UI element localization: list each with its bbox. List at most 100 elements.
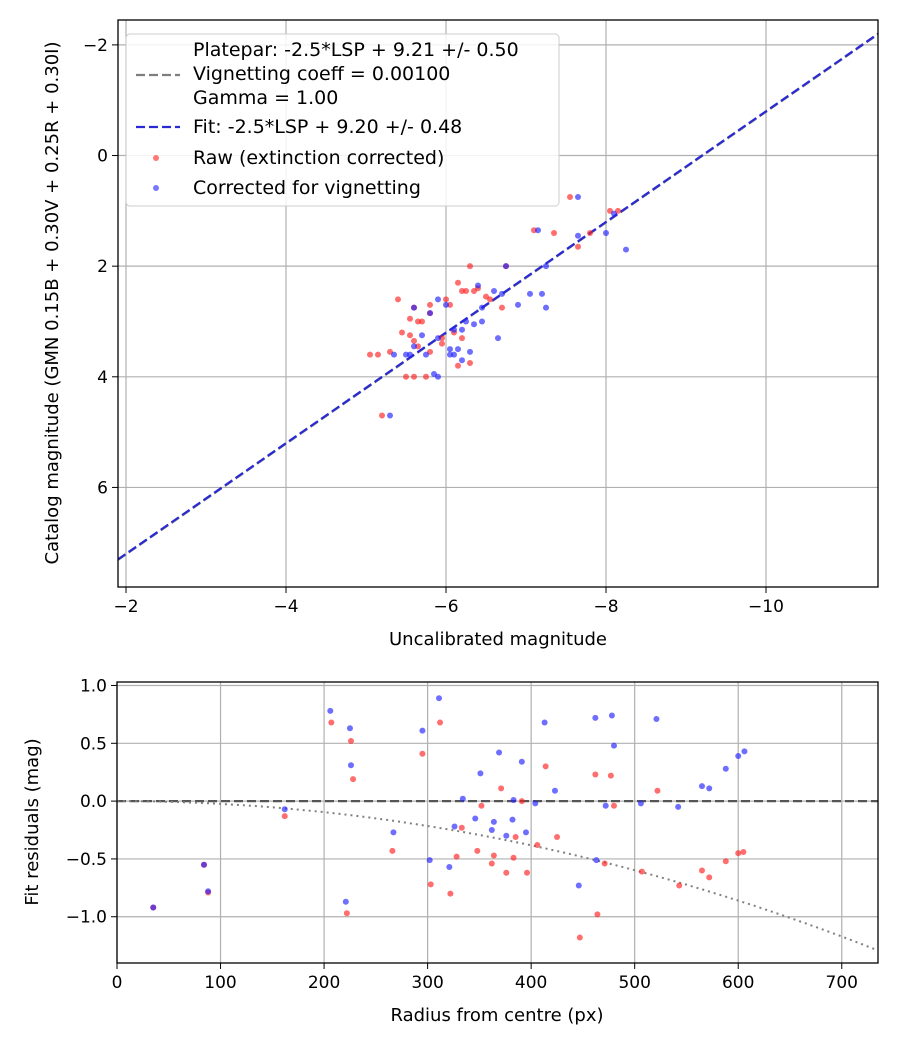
corrected-point	[411, 343, 417, 350]
corrected-point	[575, 194, 581, 201]
raw-point	[453, 853, 460, 860]
corrected-point	[539, 290, 545, 297]
raw-point	[706, 874, 713, 881]
corrected-point	[611, 210, 617, 217]
raw-point	[411, 373, 417, 380]
raw-point	[443, 296, 449, 303]
corrected-point	[503, 263, 509, 270]
corrected-point	[447, 346, 453, 353]
raw-point	[399, 329, 405, 336]
corrected-point	[390, 829, 397, 836]
corrected-point	[496, 749, 503, 756]
y-tick-label: 2	[97, 257, 108, 277]
raw-point	[375, 351, 381, 358]
x-tick-label: 200	[308, 973, 340, 993]
x-tick-label: −4	[273, 597, 298, 617]
raw-point	[407, 332, 413, 339]
raw-point	[592, 771, 599, 778]
corrected-point	[423, 351, 429, 358]
corrected-point	[551, 787, 558, 794]
corrected-point	[436, 695, 443, 702]
corrected-point	[698, 783, 705, 790]
raw-point	[467, 263, 473, 270]
legend-vignetting-label: Vignetting coeff = 0.00100	[193, 63, 450, 85]
bottom-grid	[116, 682, 878, 963]
corrected-point	[602, 802, 609, 809]
raw-point	[328, 719, 335, 726]
corrected-point	[522, 829, 529, 836]
corrected-point	[592, 714, 599, 721]
top-axes-frame	[117, 19, 879, 588]
corrected-point	[446, 864, 453, 871]
corrected-point	[518, 758, 525, 765]
fit-line	[118, 32, 878, 561]
corrected-point	[675, 803, 682, 810]
raw-point	[474, 847, 481, 854]
raw-point	[437, 719, 444, 726]
corrected-point	[451, 823, 458, 830]
y-tick-label: 4	[97, 368, 108, 388]
x-tick-label: 300	[411, 973, 443, 993]
corrected-point	[479, 304, 485, 311]
corrected-point	[608, 712, 615, 719]
legend-raw-label: Raw (extinction corrected)	[193, 147, 444, 169]
y-tick-label: 0.0	[80, 792, 107, 812]
raw-point	[488, 860, 495, 867]
raw-point	[575, 243, 581, 250]
corrected-point	[593, 857, 600, 864]
raw-point	[367, 351, 373, 358]
corrected-point	[503, 832, 510, 839]
raw-point	[698, 867, 705, 874]
top-chart: −2 −4 −6 −8 −10 −2 0 2 4 6 Uncalibrated magnitude…	[42, 19, 879, 650]
raw-point	[740, 848, 747, 855]
corrected-point	[443, 301, 449, 308]
bottom-axes-frame	[116, 681, 879, 964]
raw-point	[554, 833, 561, 840]
corrected-point	[427, 310, 433, 317]
corrected-point	[495, 335, 501, 342]
raw-point	[458, 824, 465, 831]
legend-raw-marker	[153, 155, 159, 161]
y-tick-label: 0.5	[80, 734, 107, 754]
x-tick-label: −2	[113, 597, 138, 617]
corrected-point	[541, 719, 548, 726]
raw-point	[638, 868, 645, 875]
raw-point	[607, 772, 614, 779]
raw-point	[427, 301, 433, 308]
top-x-axis-label: Uncalibrated magnitude	[389, 629, 607, 650]
corrected-point	[477, 770, 484, 777]
corrected-point	[575, 232, 581, 239]
corrected-point	[479, 318, 485, 325]
raw-point	[343, 910, 350, 917]
corrected-point	[532, 800, 539, 807]
raw-point	[281, 813, 288, 820]
raw-point	[379, 412, 385, 419]
vignetting-curve	[117, 800, 878, 952]
corrected-point	[435, 335, 441, 342]
legend-fit-label: Fit: -2.5*LSP + 9.20 +/- 0.48	[193, 116, 462, 138]
raw-point	[735, 850, 742, 857]
raw-point	[576, 934, 583, 941]
corrected-point	[475, 282, 481, 289]
corrected-point	[419, 332, 425, 339]
bottom-chart: 0 100 200 300 400 500 600 700−1.0−0.50.00.51.0 …	[22, 676, 879, 1026]
corrected-point	[488, 827, 495, 834]
raw-point	[347, 737, 354, 744]
raw-point	[594, 911, 601, 918]
raw-point	[439, 340, 445, 347]
legend-corrected-marker	[153, 185, 159, 191]
corrected-point	[426, 857, 433, 864]
raw-point	[490, 852, 497, 859]
corrected-point	[281, 806, 288, 813]
x-tick-label: −6	[433, 597, 458, 617]
corrected-point	[459, 795, 466, 802]
corrected-point	[499, 290, 505, 297]
x-tick-label: 0	[112, 973, 123, 993]
corrected-point	[653, 716, 660, 723]
raw-point	[395, 296, 401, 303]
plot-inner	[117, 695, 878, 952]
corrected-point	[327, 707, 334, 714]
corrected-point	[463, 318, 469, 325]
bottom-plot-area	[117, 695, 878, 952]
raw-point	[610, 802, 617, 809]
